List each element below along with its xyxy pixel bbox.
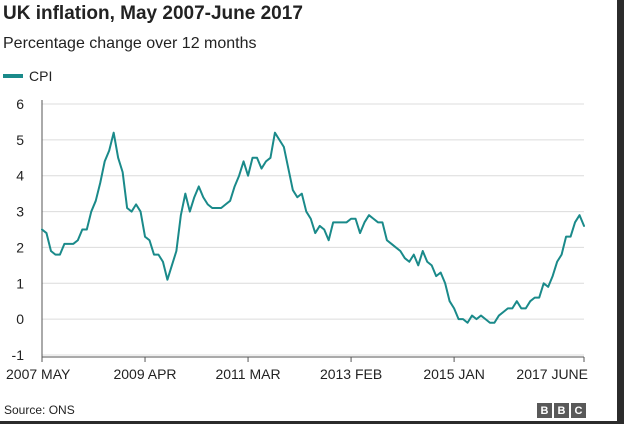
y-tick-label: 3 [16,204,24,220]
x-tick-label: 2013 FEB [320,366,382,382]
source-note: Source: ONS [4,403,75,417]
x-tick-label: 2007 MAY [6,366,71,382]
frame-right-edge [617,0,624,424]
y-tick-label: 5 [16,132,24,148]
y-tick-label: -1 [12,347,25,363]
y-tick-label: 2 [16,239,24,255]
y-tick-label: 1 [16,275,24,291]
legend-label-cpi: CPI [29,68,53,84]
x-tick-label: 2009 APR [113,366,176,382]
bbc-logo-letter-1: B [537,403,552,418]
y-tick-label: 4 [16,168,24,184]
x-tick-label: 2015 JAN [423,366,484,382]
series-line-cpi [41,131,585,324]
bbc-logo-letter-3: C [571,403,586,418]
chart-subtitle: Percentage change over 12 months [3,35,257,52]
y-tick-label: 0 [16,311,24,327]
chart-title: UK inflation, May 2007-June 2017 [3,3,303,24]
chart-legend: CPI [3,68,52,84]
chart-grid [42,103,584,356]
x-tick-label: 2011 MAR [215,366,280,382]
x-axis: 2007 MAY 2009 APR 2011 MAR 2013 FEB 2015 JAN… [6,100,588,382]
line-chart: -1 0 1 2 3 4 5 6 2007 MAY 2009 APR 2011 MAR 2013 F… [6,96,588,382]
y-axis: -1 0 1 2 3 4 5 6 [12,96,25,363]
legend-swatch-cpi [3,74,23,78]
x-tick-label: 2017 JUNE [516,366,588,382]
frame-bottom-edge [0,421,624,424]
bbc-logo-letter-2: B [554,403,569,418]
y-tick-label: 6 [16,96,24,112]
series-group [41,131,585,324]
